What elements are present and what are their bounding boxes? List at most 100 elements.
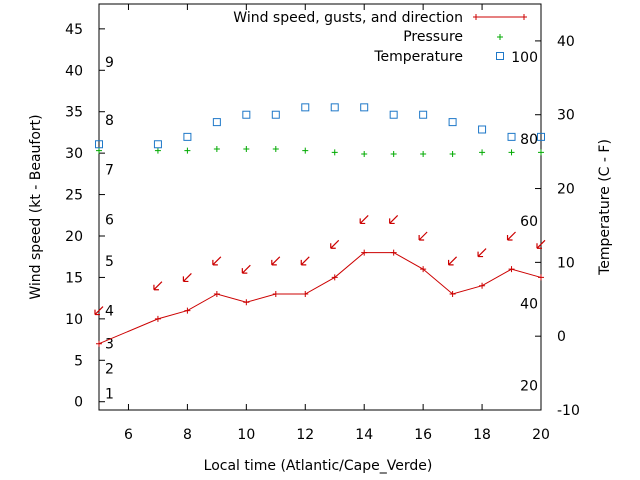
fahrenheit-label: 100	[511, 50, 538, 66]
y-axis-title: Wind speed (kt - Beaufort)	[28, 114, 44, 299]
temperature-point	[507, 132, 516, 141]
pressure-point	[390, 150, 397, 157]
legend-label-temperature: Temperature	[373, 49, 463, 65]
wind-point	[390, 249, 397, 256]
wind-direction-arrow	[536, 239, 546, 249]
beaufort-label: 9	[105, 55, 114, 71]
y-tick-label: 10	[65, 312, 83, 328]
temperature-point	[242, 110, 251, 119]
pressure-point	[272, 146, 279, 152]
wind-point	[479, 282, 486, 289]
pressure-point	[508, 149, 515, 156]
wind-direction-arrow	[271, 256, 281, 266]
pressure-point	[213, 146, 220, 152]
wind-point	[243, 299, 250, 306]
tick-labels: 6 8 10 12 14 16 18 20051015202530354045-1001020…	[65, 22, 580, 443]
wind-point	[184, 307, 191, 314]
wind-point	[508, 266, 515, 273]
y-tick-label: 0	[74, 395, 83, 411]
temperature-point	[389, 110, 398, 119]
y2-tick-label: 30	[557, 108, 575, 124]
wind-point	[361, 249, 368, 256]
y-tick-label: 5	[74, 353, 83, 369]
wind-point	[331, 274, 338, 281]
pressure-point	[361, 150, 368, 157]
temperature-point	[478, 125, 487, 134]
temperature-point	[537, 132, 545, 141]
temperature-point	[301, 103, 310, 112]
y-tick-label: 15	[65, 270, 83, 286]
wind-direction-arrow	[359, 215, 369, 225]
y2-tick-label: -10	[557, 403, 580, 419]
y-tick-label: 30	[65, 146, 83, 162]
legend-swatch-temperature	[496, 52, 504, 60]
fahrenheit-label: 60	[520, 214, 538, 230]
beaufort-label: 6	[105, 212, 114, 228]
y-tick-label: 35	[65, 105, 83, 121]
beaufort-label: 7	[105, 163, 114, 179]
wind-direction-arrow	[330, 239, 340, 249]
wind-direction-arrow	[300, 256, 310, 266]
pressure-point	[96, 147, 102, 154]
temperature-point	[95, 140, 103, 149]
y-tick-label: 25	[65, 188, 83, 204]
pressure-point	[331, 149, 338, 156]
wind-point	[96, 340, 102, 347]
x-tick-label: 8	[183, 427, 192, 443]
beaufort-label: 3	[105, 337, 114, 353]
x-tick-label: 10	[237, 427, 255, 443]
wind-direction-arrow	[182, 273, 192, 283]
x-tick-label: 14	[355, 427, 373, 443]
temperature-point	[360, 103, 369, 112]
x-tick-label: 12	[296, 427, 314, 443]
pressure-point	[479, 149, 486, 156]
temperature-point	[448, 118, 457, 127]
y2-tick-label: 40	[557, 34, 575, 50]
wind-direction-arrow	[212, 256, 222, 266]
y2-axis-title: Temperature (C - F)	[597, 139, 613, 276]
wind-point	[302, 291, 309, 297]
y2-tick-label: 10	[557, 255, 575, 271]
x-tick-label: 6	[124, 427, 133, 443]
legend-label-pressure: Pressure	[403, 29, 463, 45]
wind-point	[154, 315, 161, 322]
x-tick-label: 20	[532, 427, 550, 443]
wind-direction-arrow	[94, 306, 104, 316]
wind-direction-arrow	[448, 256, 458, 266]
wind-point	[449, 291, 456, 297]
temperature-point	[212, 118, 221, 127]
beaufort-label: 1	[105, 386, 114, 402]
beaufort-label: 8	[105, 113, 114, 129]
wind-point	[272, 291, 279, 297]
legend-swatch-wind-mark-left	[473, 14, 479, 20]
temperature-point	[330, 103, 339, 112]
pressure-point	[154, 147, 161, 154]
wind-direction-arrow	[477, 248, 487, 258]
wind-direction-arrow	[389, 215, 399, 225]
wind-direction-arrow	[153, 281, 163, 291]
y-tick-label: 20	[65, 229, 83, 245]
wind-direction-arrow	[241, 264, 251, 274]
wind-direction-arrow	[506, 231, 516, 241]
x-tick-label: 18	[473, 427, 491, 443]
fahrenheit-label: 80	[520, 132, 538, 148]
y-tick-label: 45	[65, 22, 83, 38]
beaufort-label: 4	[105, 304, 114, 320]
axis-ticks	[99, 4, 542, 411]
y2-tick-label: 0	[557, 329, 566, 345]
pressure-point	[538, 149, 544, 156]
fahrenheit-label: 20	[520, 379, 538, 395]
pressure-point	[449, 150, 456, 157]
data-series	[94, 103, 546, 347]
wind-point	[420, 266, 427, 273]
y-tick-label: 40	[65, 63, 83, 79]
temperature-point	[271, 110, 280, 119]
legend-swatch-pressure	[497, 34, 503, 40]
x-axis-title: Local time (Atlantic/Cape_Verde)	[204, 458, 433, 474]
temperature-point	[183, 132, 192, 141]
legend: Wind speed, gusts, and direction Pressur…	[233, 10, 527, 65]
x-tick-label: 16	[414, 427, 432, 443]
legend-swatch-wind-mark-right	[521, 14, 527, 20]
wind-direction-arrow	[418, 231, 428, 241]
